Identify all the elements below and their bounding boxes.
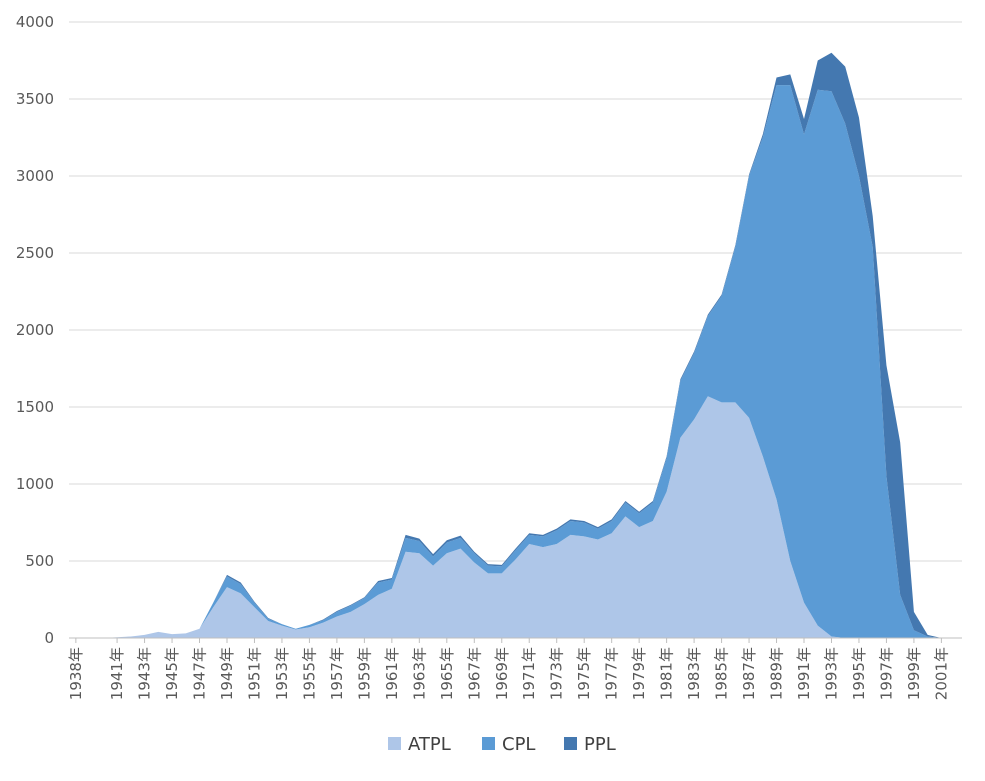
y-tick-label: 3000 [16, 167, 54, 185]
y-tick-label: 4000 [16, 13, 54, 31]
y-tick-label: 1000 [16, 475, 54, 493]
legend-label-ppl: PPL [584, 734, 616, 755]
x-tick-label: 1963年 [410, 647, 428, 700]
x-tick-label: 1995年 [850, 647, 868, 700]
y-tick-label: 2000 [16, 321, 54, 339]
x-tick-label: 1989年 [768, 647, 786, 700]
areas [75, 52, 956, 639]
x-tick-label: 2001年 [932, 647, 950, 700]
x-tick-label: 1947年 [191, 647, 209, 700]
y-tick-label: 0 [44, 629, 54, 647]
x-tick-label: 1951年 [245, 647, 263, 700]
legend-label-cpl: CPL [502, 734, 535, 755]
x-tick-label: 1979年 [630, 647, 648, 700]
gridlines [69, 21, 962, 562]
legend-swatch-cpl [482, 737, 495, 750]
x-tick-label: 1985年 [713, 647, 731, 700]
x-tick-label: 1983年 [685, 647, 703, 700]
x-tick-label: 1961年 [383, 647, 401, 700]
x-tick-label: 1997年 [877, 647, 895, 700]
legend-swatch-ppl [564, 737, 577, 750]
y-tick-label: 2500 [16, 244, 54, 262]
x-tick-label: 1949年 [218, 647, 236, 700]
x-tick-label: 1991年 [795, 647, 813, 700]
x-tick-label: 1973年 [548, 647, 566, 700]
x-tick-label: 1971年 [520, 647, 538, 700]
legend: ATPL CPL PPL [388, 734, 616, 755]
area-cpl [75, 85, 956, 638]
x-tick-label: 1955年 [300, 647, 318, 700]
x-tick-label: 1967年 [465, 647, 483, 700]
y-tick-label: 500 [25, 552, 54, 570]
area-atpl [75, 396, 956, 638]
legend-label-atpl: ATPL [408, 734, 451, 755]
x-tick-label: 1969年 [493, 647, 511, 700]
x-tick-label: 1957年 [328, 647, 346, 700]
x-tick-label: 1981年 [658, 647, 676, 700]
x-tick-label: 1993年 [822, 647, 840, 700]
axes: 0 500 1000 1500 2000 2500 3000 3500 4000 1938年 194… [16, 13, 962, 700]
y-tick-label: 1500 [16, 398, 54, 416]
x-tick-label: 1965年 [438, 647, 456, 700]
x-tick-label: 1941年 [108, 647, 126, 700]
y-tick-label: 3500 [16, 90, 54, 108]
x-tick-label: 1945年 [163, 647, 181, 700]
legend-swatch-atpl [388, 737, 401, 750]
x-tick-label: 1975年 [575, 647, 593, 700]
x-tick-label: 1959年 [355, 647, 373, 700]
x-tick-label: 1938年 [67, 647, 85, 700]
x-tick-label: 1977年 [603, 647, 621, 700]
x-tick-label: 1953年 [273, 647, 291, 700]
x-tick-label: 1987年 [740, 647, 758, 700]
x-tick-label: 1943年 [136, 647, 154, 700]
x-tick-label: 1999年 [905, 647, 923, 700]
